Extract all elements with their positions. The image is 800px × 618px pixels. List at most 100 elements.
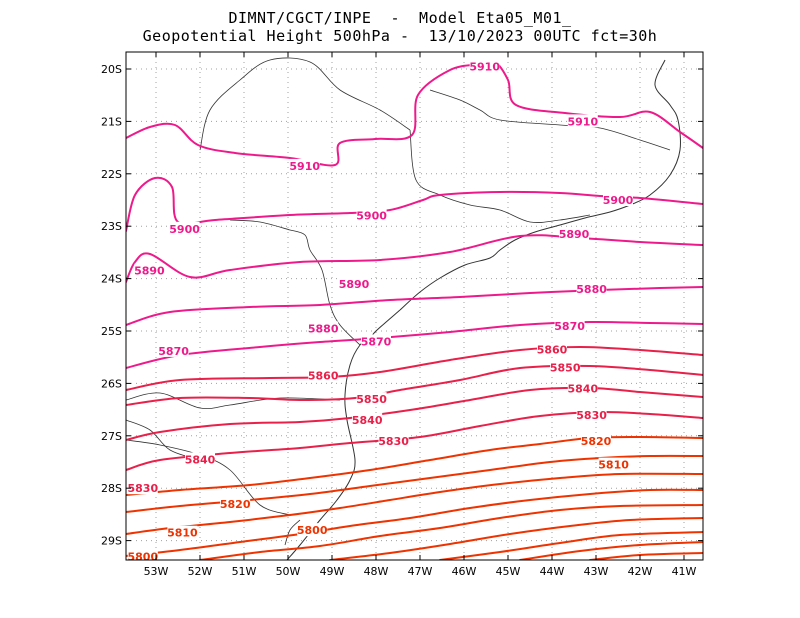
contour-label: 5860 xyxy=(308,370,339,383)
lon-label: 51W xyxy=(232,565,257,578)
contour-line-5840 xyxy=(126,386,703,441)
coastline-segment xyxy=(399,59,681,311)
contour-label: 5900 xyxy=(169,223,200,236)
contour-line-5910 xyxy=(126,59,703,167)
contour-label: 5800 xyxy=(297,524,328,537)
contour-label: 5880 xyxy=(576,283,607,296)
border-line xyxy=(289,229,361,346)
contour-label-bg xyxy=(567,114,598,128)
contour-line-5800 xyxy=(126,472,703,535)
lon-label: 48W xyxy=(364,565,389,578)
lat-label: 22S xyxy=(101,168,122,181)
contour-line-5860 xyxy=(126,346,703,391)
lat-label: 24S xyxy=(101,273,122,286)
contour-label-bg xyxy=(158,343,189,357)
contour-label-bg xyxy=(361,334,391,348)
contour-line-5890 xyxy=(126,234,703,283)
lat-label: 20S xyxy=(101,63,122,76)
lon-label: 41W xyxy=(672,565,697,578)
contour-line-5780 xyxy=(199,504,703,560)
contour-label-bg xyxy=(308,368,339,382)
contour-label: 5830 xyxy=(378,435,409,448)
contour-label: 5890 xyxy=(559,228,590,241)
contour-label: 5800 xyxy=(127,550,158,563)
contour-label-bg xyxy=(550,360,581,374)
contour-label-bg xyxy=(339,276,369,290)
lon-label: 44W xyxy=(540,565,565,578)
lon-label: 49W xyxy=(320,565,345,578)
contour-label-bg xyxy=(297,523,328,537)
longitude-labels: 53W 52W 51W 50W 49W 48W 47W 46W 45W 44W 43W 42W 41W xyxy=(144,565,697,578)
lat-label: 26S xyxy=(101,377,122,390)
lon-label: 53W xyxy=(144,565,169,578)
contour-label: 5910 xyxy=(289,160,320,173)
lat-label: 23S xyxy=(101,220,122,233)
contour-label-bg xyxy=(559,227,589,241)
contour-label-bg xyxy=(169,221,200,235)
contour-line-5870 xyxy=(126,320,703,369)
contour-line-5770 xyxy=(329,517,703,560)
border-line xyxy=(126,392,341,410)
lat-label: 27S xyxy=(101,430,122,443)
lat-label: 21S xyxy=(101,115,122,128)
border-line xyxy=(409,129,591,223)
contour-label: 5910 xyxy=(567,115,598,128)
contour-label-bg xyxy=(167,525,198,539)
contour-label: 5850 xyxy=(550,362,581,375)
contour-label: 5840 xyxy=(185,453,216,466)
border-line xyxy=(429,89,671,151)
contour-label-bg xyxy=(576,407,607,421)
contour-label: 5870 xyxy=(554,320,585,333)
map-title-line1: DIMNT/CGCT/INPE - Model Eta05_M01_ xyxy=(228,9,572,27)
axis-ticks xyxy=(126,52,703,560)
contour-label-bg xyxy=(220,496,251,510)
contour-label: 5890 xyxy=(339,278,370,291)
contour-label: 5910 xyxy=(469,60,500,73)
lat-label: 29S xyxy=(101,535,122,548)
contour-label: 5830 xyxy=(127,482,158,495)
political-borders xyxy=(126,57,671,546)
contour-label: 5850 xyxy=(356,393,387,406)
contour-label-bg xyxy=(308,321,339,335)
contour-label-bg xyxy=(469,59,500,73)
contour-label-bg xyxy=(603,193,633,206)
lon-label: 50W xyxy=(276,565,301,578)
plot-frame xyxy=(125,51,704,561)
contour-line-5740 xyxy=(589,552,703,560)
contour-label-bg xyxy=(378,434,409,448)
lon-label: 52W xyxy=(188,565,213,578)
lon-label: 47W xyxy=(408,565,433,578)
contour-label: 5860 xyxy=(537,343,568,356)
contour-label: 5900 xyxy=(603,194,634,207)
contour-label-bg xyxy=(598,457,629,471)
contour-label-bg xyxy=(576,282,607,296)
contour-label: 5820 xyxy=(220,498,251,511)
border-line xyxy=(126,439,291,516)
lon-label: 43W xyxy=(584,565,609,578)
contour-label-bg xyxy=(554,318,585,332)
contour-labels: 5910 5910 5910 5900 5900 5900 5890 5890 5890 5880… xyxy=(127,59,634,563)
contour-line-5750 xyxy=(519,541,703,560)
contour-line-5850 xyxy=(126,364,703,406)
contour-label: 5810 xyxy=(167,527,198,540)
contour-label-bg xyxy=(581,434,611,448)
border-line xyxy=(284,519,301,546)
contour-label: 5880 xyxy=(308,322,339,335)
contour-label-bg xyxy=(567,381,598,395)
contour-label-bg xyxy=(127,481,158,495)
contour-label-bg xyxy=(537,342,567,356)
border-line xyxy=(199,57,411,151)
contour-label: 5900 xyxy=(356,210,387,223)
map-title-line2: Geopotential Height 500hPa - 13/10/2023 … xyxy=(142,27,658,45)
contour-label: 5810 xyxy=(598,459,629,472)
contour-line-5790 xyxy=(126,488,703,557)
contour-line-5760 xyxy=(439,531,703,560)
contour-label: 5870 xyxy=(158,345,189,358)
contour-label-bg xyxy=(127,549,158,560)
contour-label-bg xyxy=(289,158,320,172)
lat-label: 25S xyxy=(101,325,122,338)
contour-label: 5890 xyxy=(134,265,165,278)
height-contours xyxy=(126,59,703,560)
contour-label: 5840 xyxy=(567,383,598,396)
contour-label: 5820 xyxy=(581,435,612,448)
